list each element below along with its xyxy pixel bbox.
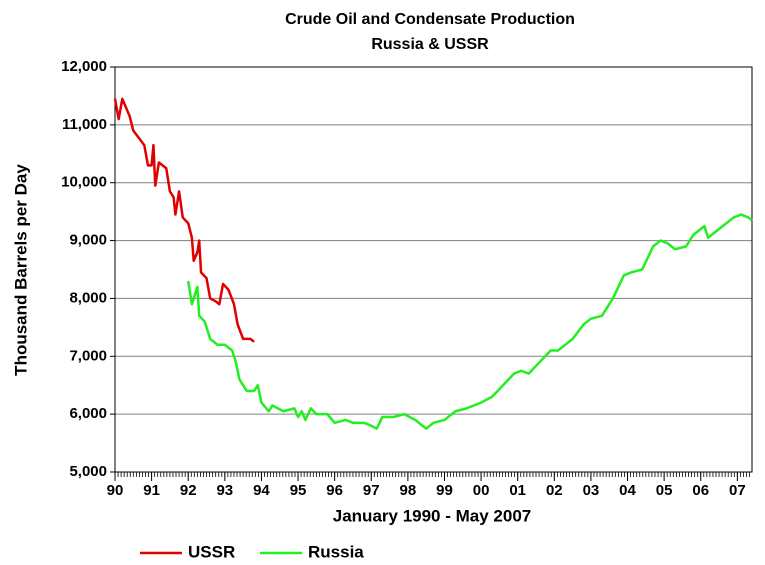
series-line bbox=[113, 97, 255, 343]
x-tick-label: 01 bbox=[509, 482, 526, 499]
x-tick-label: 91 bbox=[143, 482, 160, 499]
x-tick-label: 02 bbox=[546, 482, 563, 499]
y-axis-title: Thousand Barrels per Day bbox=[11, 164, 30, 376]
x-tick-label: 03 bbox=[583, 482, 600, 499]
x-tick-label: 06 bbox=[692, 482, 709, 499]
x-tick-label: 99 bbox=[436, 482, 453, 499]
x-tick-label: 94 bbox=[253, 482, 270, 499]
legend-label: USSR bbox=[188, 542, 235, 561]
x-axis-title: January 1990 - May 2007 bbox=[333, 506, 531, 525]
x-tick-label: 98 bbox=[400, 482, 417, 499]
x-tick-label: 93 bbox=[216, 482, 233, 499]
legend-label: Russia bbox=[308, 542, 364, 561]
y-tick-label: 9,000 bbox=[69, 232, 107, 249]
x-tick-label: 04 bbox=[619, 482, 636, 499]
series-line bbox=[186, 213, 753, 430]
x-tick-label: 95 bbox=[290, 482, 307, 499]
y-tick-label: 11,000 bbox=[62, 116, 107, 133]
chart-title: Crude Oil and Condensate Production bbox=[285, 11, 575, 28]
x-tick-label: 05 bbox=[656, 482, 673, 499]
y-tick-label: 10,000 bbox=[61, 174, 107, 191]
y-tick-label: 5,000 bbox=[69, 463, 107, 480]
x-tick-label: 90 bbox=[107, 482, 124, 499]
plot-area-border bbox=[114, 66, 753, 473]
x-tick-label: 97 bbox=[363, 482, 380, 499]
y-tick-label: 7,000 bbox=[69, 347, 107, 364]
x-tick-label: 92 bbox=[180, 482, 197, 499]
chart-subtitle: Russia & USSR bbox=[371, 36, 489, 53]
x-tick-label: 96 bbox=[326, 482, 343, 499]
x-tick-label: 00 bbox=[473, 482, 490, 499]
y-tick-label: 12,000 bbox=[61, 58, 107, 75]
y-tick-label: 6,000 bbox=[69, 405, 107, 422]
y-tick-label: 8,000 bbox=[69, 289, 107, 306]
x-tick-label: 07 bbox=[729, 482, 746, 499]
